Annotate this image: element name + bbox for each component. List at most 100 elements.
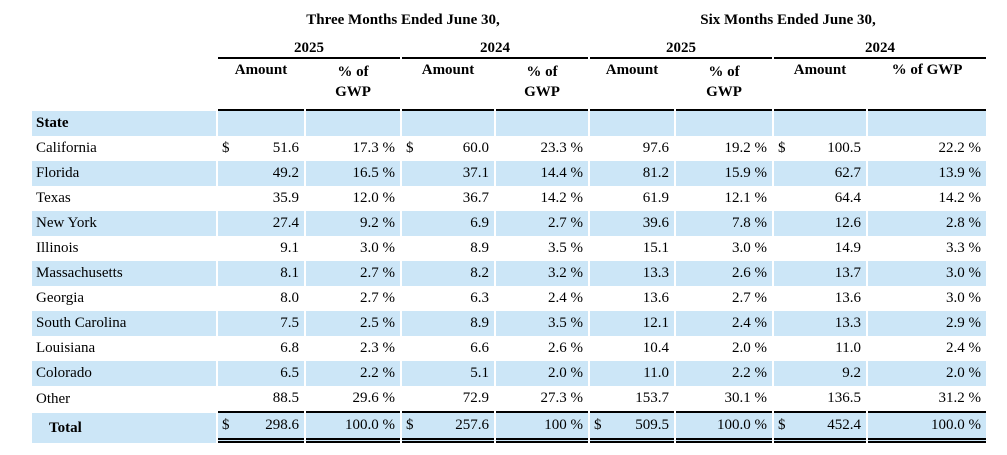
amount-cell: 6.8 (218, 336, 304, 361)
pct-cell: 14.2 % (540, 190, 584, 206)
pct-cell: 22.2 % (938, 140, 982, 156)
pct-cell: 16.5 % (306, 161, 400, 186)
amount-value: 12.6 (834, 215, 861, 231)
amount-value: 12.1 (642, 315, 669, 331)
pct-cell: 2.9 % (868, 311, 986, 336)
table-row: Massachusetts 8.1 2.7 % 8.2 3.2 % 13.3 2.6 % 13… (32, 261, 986, 286)
dollar-sign: $ (594, 417, 602, 433)
pct-cell: 31.2 % (868, 386, 986, 413)
amount-value: 61.9 (642, 190, 669, 206)
state-label: Illinois (36, 240, 79, 256)
table-row: Georgia 8.0 2.7 % 6.3 2.4 % 13.6 2.7 % 13.6 3.0 … (32, 286, 986, 311)
pct-cell: 14.2 % (938, 190, 982, 206)
pct-gwp-header: % of GWP (496, 59, 588, 111)
amount-cell: $60.0 (402, 136, 494, 161)
pct-cell: 2.7 % (360, 290, 395, 306)
amount-cell: 64.4 (774, 186, 866, 211)
pct-cell: 3.5 % (496, 311, 588, 336)
pct-cell: 3.2 % (496, 261, 588, 286)
amount-value: 36.7 (462, 190, 489, 206)
amount-cell: 8.2 (402, 261, 494, 286)
amount-cell: 8.9 (402, 236, 494, 261)
amount-value: 14.9 (834, 240, 861, 256)
amount-value: 8.2 (470, 265, 489, 281)
amount-value: 100.5 (827, 140, 861, 156)
empty-cell (676, 111, 772, 136)
amount-cell: 15.1 (590, 236, 674, 261)
stub-spacer (32, 8, 216, 35)
pct-cell: 15.9 % (676, 161, 772, 186)
empty-cell (306, 111, 400, 136)
three-months-title: Three Months Ended June 30, (306, 12, 500, 28)
amount-value: 13.7 (834, 265, 861, 281)
amount-value: 9.2 (842, 365, 861, 381)
amount-cell: 6.5 (218, 361, 304, 386)
table-row: California $51.6 17.3 % $60.0 23.3 % 97.6 19.2… (32, 136, 986, 161)
pct-cell: 3.0 % (946, 290, 981, 306)
amount-cell: 11.0 (590, 361, 674, 386)
empty-cell (868, 111, 986, 136)
amount-cell: 6.3 (402, 286, 494, 311)
amount-cell: 8.9 (402, 311, 494, 336)
total-label: Total (32, 413, 216, 443)
amount-value: 6.3 (470, 290, 489, 306)
amount-value: 9.1 (280, 240, 299, 256)
table-row: Florida 49.2 16.5 % 37.1 14.4 % 81.2 15.9 % 62.… (32, 161, 986, 186)
state-label: California (36, 140, 97, 156)
amount-value: 37.1 (462, 165, 489, 181)
pct-cell: 2.7 % (732, 290, 767, 306)
amount-value: 6.9 (470, 215, 489, 231)
pct-cell: 9.2 % (306, 211, 400, 236)
amount-cell: 36.7 (402, 186, 494, 211)
empty-cell (590, 111, 674, 136)
amount-cell: 39.6 (590, 211, 674, 236)
amount-cell: $452.4 (774, 413, 866, 443)
empty-cell (496, 111, 588, 136)
pct-cell: 2.6 % (548, 340, 583, 356)
amount-value: 153.7 (635, 390, 669, 406)
table-row: Other 88.5 29.6 % 72.9 27.3 % 153.7 30.1 % 136.… (32, 386, 986, 413)
amount-value: 6.5 (280, 365, 299, 381)
dollar-sign: $ (406, 417, 414, 433)
period-title-row: Three Months Ended June 30, Six Months E… (32, 8, 986, 35)
table-row: Texas 35.9 12.0 % 36.7 14.2 % 61.9 12.1 % 64.4 1… (32, 186, 986, 211)
amount-value: 13.6 (642, 290, 669, 306)
amount-cell: 97.6 (590, 136, 674, 161)
pct-cell: 100.0 % (868, 413, 986, 443)
pct-cell: 2.3 % (360, 340, 395, 356)
pct-cell: 3.0 % (360, 240, 395, 256)
amount-cell: 13.7 (774, 261, 866, 286)
amount-value: 11.0 (643, 365, 669, 381)
amount-value: 6.8 (280, 340, 299, 356)
pct-cell: 2.4 % (946, 340, 981, 356)
amount-value: 13.3 (642, 265, 669, 281)
amount-cell: 27.4 (218, 211, 304, 236)
amount-value: 8.0 (280, 290, 299, 306)
amount-cell: 62.7 (774, 161, 866, 186)
pct-cell: 100.0 % (676, 413, 772, 443)
amount-cell: 9.1 (218, 236, 304, 261)
pct-cell: 3.0 % (868, 261, 986, 286)
pct-cell: 100.0 % (306, 413, 400, 443)
amount-value: 11.0 (835, 340, 861, 356)
amount-value: 15.1 (642, 240, 669, 256)
amount-value: 452.4 (827, 417, 861, 433)
amount-cell: 61.9 (590, 186, 674, 211)
dollar-sign: $ (406, 140, 414, 156)
amount-cell: 37.1 (402, 161, 494, 186)
pct-cell: 27.3 % (496, 386, 588, 413)
pct-cell: 30.1 % (676, 386, 772, 413)
pct-cell: 3.0 % (732, 240, 767, 256)
amount-cell: 8.1 (218, 261, 304, 286)
state-label: Other (36, 391, 71, 407)
pct-cell: 2.2 % (306, 361, 400, 386)
pct-cell: 2.7 % (496, 211, 588, 236)
state-label: Florida (32, 161, 216, 186)
amount-value: 88.5 (272, 390, 299, 406)
amount-value: 509.5 (635, 417, 669, 433)
amount-cell: 8.0 (218, 286, 304, 311)
pct-cell: 100 % (496, 413, 588, 443)
pct-cell: 13.9 % (868, 161, 986, 186)
stub-spacer (32, 35, 216, 59)
amount-value: 13.6 (834, 290, 861, 306)
